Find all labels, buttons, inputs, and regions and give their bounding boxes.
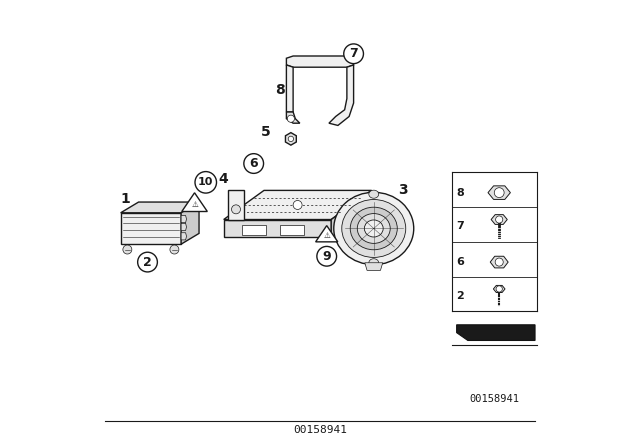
Polygon shape bbox=[241, 225, 266, 235]
Polygon shape bbox=[287, 56, 353, 67]
Circle shape bbox=[344, 44, 364, 64]
Text: 2: 2 bbox=[456, 291, 464, 301]
Text: 9: 9 bbox=[323, 250, 331, 263]
Text: 2: 2 bbox=[143, 255, 152, 269]
Polygon shape bbox=[224, 190, 371, 220]
Ellipse shape bbox=[369, 190, 379, 198]
Circle shape bbox=[195, 172, 216, 193]
Text: 4: 4 bbox=[219, 172, 228, 186]
Polygon shape bbox=[332, 190, 371, 237]
Polygon shape bbox=[488, 186, 511, 199]
Text: 8: 8 bbox=[456, 188, 464, 198]
Text: 5: 5 bbox=[261, 125, 271, 139]
Circle shape bbox=[494, 188, 504, 198]
Polygon shape bbox=[280, 225, 305, 235]
Circle shape bbox=[123, 245, 132, 254]
Polygon shape bbox=[287, 65, 293, 112]
Polygon shape bbox=[491, 215, 508, 224]
Text: 3: 3 bbox=[398, 183, 408, 198]
Circle shape bbox=[287, 115, 294, 122]
Circle shape bbox=[496, 286, 502, 292]
Text: 8: 8 bbox=[275, 82, 285, 97]
Text: 10: 10 bbox=[198, 177, 214, 187]
Polygon shape bbox=[457, 325, 535, 340]
Polygon shape bbox=[316, 226, 338, 242]
Circle shape bbox=[244, 154, 264, 173]
Ellipse shape bbox=[334, 192, 413, 265]
Text: 00158941: 00158941 bbox=[470, 394, 520, 404]
Polygon shape bbox=[287, 112, 300, 123]
Polygon shape bbox=[365, 263, 383, 271]
Circle shape bbox=[288, 136, 294, 142]
Ellipse shape bbox=[342, 199, 406, 258]
Text: 7: 7 bbox=[349, 47, 358, 60]
Polygon shape bbox=[224, 220, 332, 237]
Circle shape bbox=[293, 201, 302, 210]
Polygon shape bbox=[285, 133, 296, 145]
Circle shape bbox=[317, 246, 337, 266]
Text: 00158941: 00158941 bbox=[293, 425, 347, 435]
Polygon shape bbox=[228, 190, 244, 220]
Ellipse shape bbox=[364, 220, 383, 237]
Polygon shape bbox=[181, 202, 199, 244]
Circle shape bbox=[232, 205, 241, 214]
Polygon shape bbox=[493, 285, 505, 293]
Polygon shape bbox=[490, 256, 508, 268]
Polygon shape bbox=[181, 233, 186, 240]
Circle shape bbox=[170, 245, 179, 254]
Polygon shape bbox=[121, 202, 199, 213]
Text: 7: 7 bbox=[456, 221, 464, 231]
Ellipse shape bbox=[350, 207, 397, 250]
Circle shape bbox=[495, 258, 503, 266]
Polygon shape bbox=[182, 193, 207, 211]
Text: ⚠: ⚠ bbox=[191, 200, 198, 209]
Circle shape bbox=[138, 252, 157, 272]
Text: 6: 6 bbox=[456, 257, 464, 267]
Text: 1: 1 bbox=[120, 192, 130, 207]
Text: ⚠: ⚠ bbox=[323, 232, 330, 241]
Polygon shape bbox=[329, 65, 353, 125]
Polygon shape bbox=[181, 215, 186, 223]
Ellipse shape bbox=[357, 214, 390, 243]
Ellipse shape bbox=[369, 259, 379, 267]
Text: 6: 6 bbox=[250, 157, 258, 170]
Polygon shape bbox=[181, 223, 186, 230]
Polygon shape bbox=[121, 213, 181, 244]
Circle shape bbox=[495, 216, 503, 223]
